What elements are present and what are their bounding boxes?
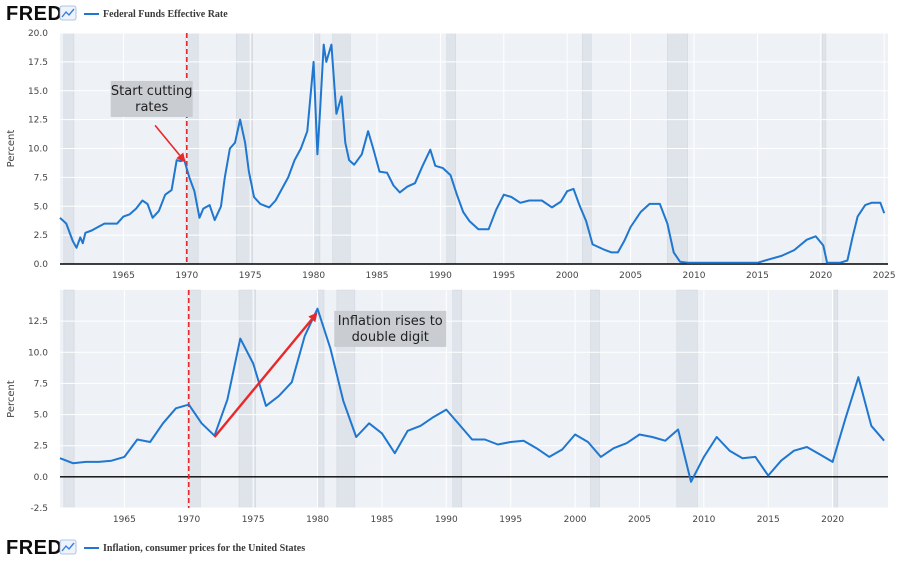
legend-label-top: Federal Funds Effective Rate bbox=[103, 9, 228, 20]
annotation-arrowhead bbox=[176, 152, 186, 163]
y-axis-label: Percent bbox=[6, 380, 17, 418]
series-line bbox=[59, 307, 885, 483]
annotation-box bbox=[334, 310, 447, 347]
y-tick-label: 12.5 bbox=[28, 317, 48, 327]
series-line bbox=[59, 43, 886, 264]
x-tick-label: 1990 bbox=[435, 515, 458, 525]
legend-label-bottom: Inflation, consumer prices for the Unite… bbox=[103, 543, 305, 554]
x-tick-label: 1985 bbox=[370, 515, 393, 525]
fred-chart-icon bbox=[59, 5, 77, 21]
x-tick-label: 1965 bbox=[112, 271, 135, 281]
y-tick-label: 0.0 bbox=[34, 473, 49, 483]
recession-shade bbox=[452, 289, 463, 509]
x-tick-label: 2015 bbox=[757, 515, 780, 525]
annotation-box bbox=[110, 80, 193, 117]
fred-chart-icon bbox=[59, 539, 77, 555]
x-tick-label: 2015 bbox=[746, 271, 769, 281]
fred-logo: FRED bbox=[6, 3, 62, 25]
annotation-text: Start cutting bbox=[111, 84, 193, 99]
y-axis-label: Percent bbox=[6, 130, 17, 168]
x-tick-label: 2000 bbox=[564, 515, 587, 525]
y-tick-label: 10.0 bbox=[28, 145, 48, 155]
annotation-text: Inflation rises to bbox=[338, 314, 443, 329]
x-tick-label: 1975 bbox=[242, 515, 265, 525]
y-tick-label: 15.0 bbox=[28, 87, 48, 97]
annotation-text: rates bbox=[135, 100, 168, 115]
y-tick-label: 2.5 bbox=[34, 231, 48, 241]
y-tick-label: 7.5 bbox=[34, 379, 48, 389]
annotation-text: double digit bbox=[352, 330, 429, 345]
y-tick-label: 2.5 bbox=[34, 442, 48, 452]
y-tick-label: 5.0 bbox=[34, 202, 49, 212]
x-tick-label: 1990 bbox=[429, 271, 452, 281]
x-tick-label: 1970 bbox=[177, 515, 200, 525]
x-tick-label: 2010 bbox=[692, 515, 715, 525]
x-tick-label: 1980 bbox=[306, 515, 329, 525]
annotation-arrowhead bbox=[308, 312, 318, 323]
x-tick-label: 2010 bbox=[683, 271, 706, 281]
y-tick-label: 12.5 bbox=[28, 116, 48, 126]
x-tick-label: 2020 bbox=[821, 515, 844, 525]
y-tick-label: 0.0 bbox=[34, 260, 49, 270]
plot-area bbox=[60, 290, 888, 508]
recession-shade bbox=[833, 289, 839, 509]
chart-inflation: -2.5 0.0 2.5 5.0 7.5 10.0 12.5 1965 1970 1975 1980… bbox=[6, 289, 888, 525]
y-tick-label: 5.0 bbox=[34, 411, 49, 421]
x-tick-label: 2005 bbox=[619, 271, 642, 281]
x-tick-label: 2020 bbox=[809, 271, 832, 281]
chart-fed-funds-rate: 0.0 2.5 5.0 7.5 10.0 12.5 15.0 17.5 20.0 1965 1970… bbox=[6, 29, 896, 281]
x-tick-label: 1965 bbox=[113, 515, 136, 525]
fred-logo: FRED bbox=[6, 537, 62, 559]
annotation-arrow bbox=[213, 318, 313, 438]
y-tick-label: 20.0 bbox=[28, 29, 48, 39]
x-tick-label: 2000 bbox=[556, 271, 579, 281]
x-tick-label: 2025 bbox=[873, 271, 896, 281]
recession-shade bbox=[63, 289, 75, 509]
y-tick-label: 7.5 bbox=[34, 173, 48, 183]
recession-shade bbox=[590, 289, 600, 509]
y-tick-label: -2.5 bbox=[30, 504, 48, 514]
y-tick-label: 10.0 bbox=[28, 348, 48, 358]
x-tick-label: 1970 bbox=[175, 271, 198, 281]
annotation-arrow bbox=[154, 124, 181, 156]
x-tick-label: 1975 bbox=[239, 271, 262, 281]
bottom-footer: FRED Inflation, consumer prices for the … bbox=[6, 537, 305, 559]
y-tick-label: 17.5 bbox=[28, 58, 48, 68]
top-header: FRED Federal Funds Effective Rate bbox=[6, 3, 228, 25]
x-tick-label: 1980 bbox=[302, 271, 325, 281]
x-tick-label: 1995 bbox=[499, 515, 522, 525]
x-tick-label: 2005 bbox=[628, 515, 651, 525]
x-tick-label: 1995 bbox=[492, 271, 515, 281]
x-tick-label: 1985 bbox=[366, 271, 389, 281]
